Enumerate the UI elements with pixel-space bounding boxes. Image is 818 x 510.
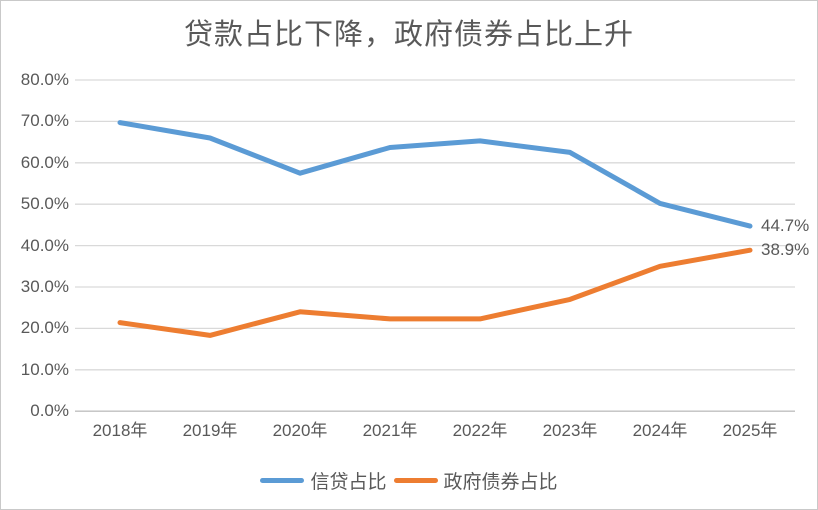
x-tick-label: 2019年 (182, 421, 238, 440)
y-tick-label: 40.0% (20, 236, 69, 255)
y-tick-label: 60.0% (20, 153, 69, 172)
x-tick-label: 2022年 (452, 421, 508, 440)
chart-legend: 信贷占比 政府债券占比 (1, 467, 817, 493)
x-tick-label: 2025年 (722, 421, 778, 440)
credit-line-swatch-icon (260, 477, 305, 483)
y-tick-label: 0.0% (30, 401, 69, 420)
legend-item-credit: 信贷占比 (260, 467, 387, 494)
y-tick-label: 20.0% (20, 318, 69, 337)
x-tick-label: 2023年 (542, 421, 598, 440)
x-tick-label: 2018年 (92, 421, 148, 440)
data-label-govbond: 38.9% (761, 240, 810, 259)
x-tick-label: 2021年 (362, 421, 418, 440)
y-tick-label: 50.0% (20, 194, 69, 213)
y-tick-label: 30.0% (20, 277, 69, 296)
series-line-govbond (117, 247, 753, 338)
y-tick-label: 10.0% (20, 360, 69, 379)
x-tick-label: 2024年 (632, 421, 688, 440)
legend-label-credit: 信贷占比 (310, 471, 387, 493)
gridlines (75, 79, 795, 412)
y-tick-label: 80.0% (20, 70, 69, 89)
y-tick-label: 70.0% (20, 111, 69, 130)
legend-label-govbond: 政府债券占比 (443, 471, 558, 493)
legend-item-govbond: 政府债券占比 (393, 467, 558, 494)
govbond-line-swatch-icon (393, 477, 438, 483)
x-tick-label: 2020年 (272, 421, 328, 440)
data-label-credit: 44.7% (761, 216, 810, 235)
series-line-credit (117, 120, 753, 229)
chart-title: 贷款占比下降，政府债券占比上升 (183, 19, 634, 51)
